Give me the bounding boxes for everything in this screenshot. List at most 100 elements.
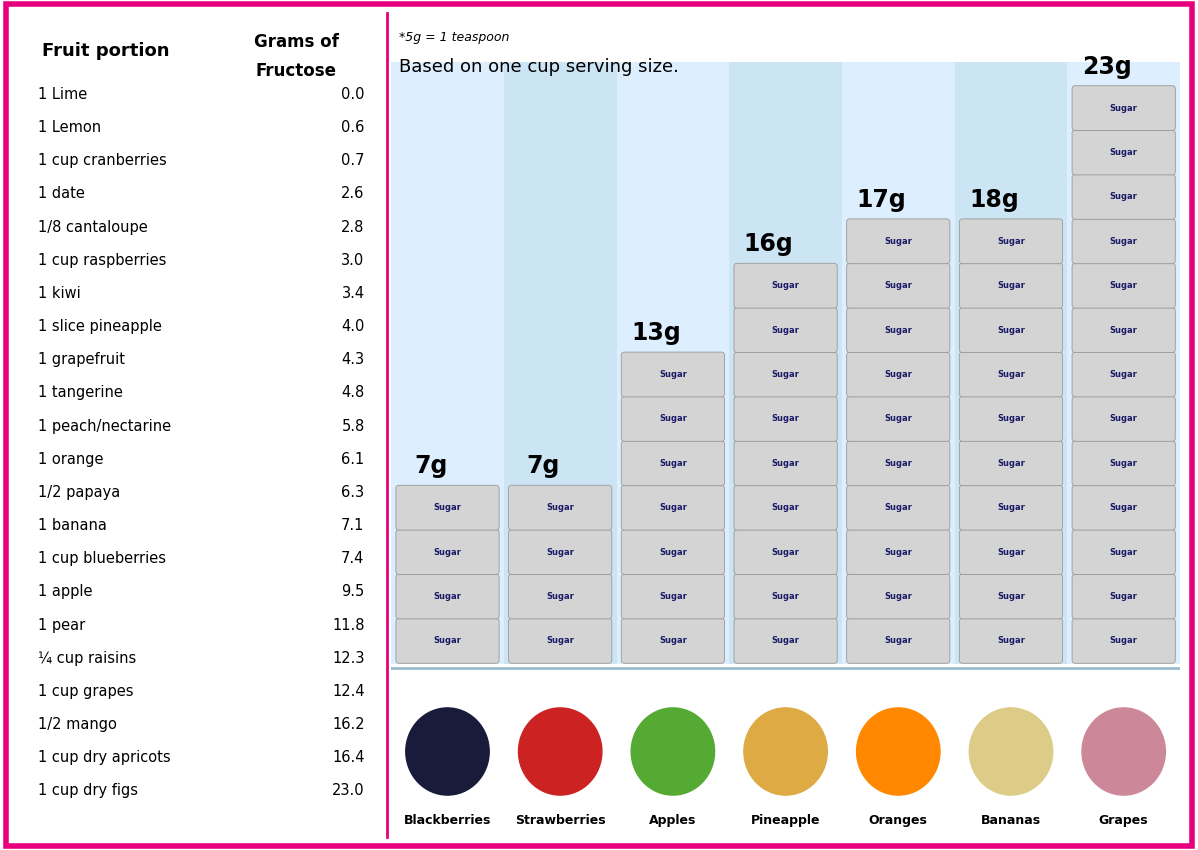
Text: 1 peach/nectarine: 1 peach/nectarine	[38, 419, 171, 434]
FancyBboxPatch shape	[734, 264, 837, 308]
Text: 1 cup cranberries: 1 cup cranberries	[38, 153, 167, 168]
Text: Sugar: Sugar	[997, 637, 1025, 645]
Text: Sugar: Sugar	[997, 592, 1025, 601]
Text: Sugar: Sugar	[884, 415, 912, 423]
Text: Sugar: Sugar	[659, 415, 686, 423]
Text: 1 orange: 1 orange	[38, 452, 104, 467]
FancyBboxPatch shape	[960, 352, 1063, 397]
FancyBboxPatch shape	[622, 574, 725, 619]
Text: Sugar: Sugar	[997, 503, 1025, 513]
FancyBboxPatch shape	[847, 396, 950, 441]
Text: Sugar: Sugar	[659, 592, 686, 601]
FancyBboxPatch shape	[960, 396, 1063, 441]
Text: 1 Lemon: 1 Lemon	[38, 120, 102, 135]
Text: Sugar: Sugar	[659, 637, 686, 645]
FancyBboxPatch shape	[847, 441, 950, 485]
FancyBboxPatch shape	[847, 352, 950, 397]
Text: 2.6: 2.6	[341, 186, 364, 201]
Text: Apples: Apples	[649, 814, 696, 827]
FancyBboxPatch shape	[1072, 352, 1175, 397]
Text: 7g: 7g	[527, 454, 559, 479]
Text: Grapes: Grapes	[1099, 814, 1149, 827]
FancyBboxPatch shape	[395, 530, 500, 575]
Circle shape	[744, 708, 828, 795]
FancyBboxPatch shape	[509, 530, 612, 575]
Text: Sugar: Sugar	[997, 237, 1025, 246]
Text: 6.3: 6.3	[341, 485, 364, 500]
Text: Sugar: Sugar	[434, 547, 461, 557]
Text: Bananas: Bananas	[981, 814, 1041, 827]
Text: 3.4: 3.4	[341, 286, 364, 301]
FancyBboxPatch shape	[395, 619, 500, 663]
Text: Sugar: Sugar	[772, 503, 799, 513]
FancyBboxPatch shape	[734, 352, 837, 397]
Text: Sugar: Sugar	[1109, 503, 1138, 513]
Text: Sugar: Sugar	[884, 503, 912, 513]
Text: Sugar: Sugar	[546, 503, 574, 513]
Text: 1/2 papaya: 1/2 papaya	[38, 485, 121, 500]
Circle shape	[631, 708, 714, 795]
Text: Sugar: Sugar	[546, 547, 574, 557]
Text: Sugar: Sugar	[546, 592, 574, 601]
Text: 1 slice pineapple: 1 slice pineapple	[38, 319, 162, 334]
Text: 7.4: 7.4	[341, 552, 364, 566]
FancyBboxPatch shape	[395, 485, 500, 530]
Text: 1 cup dry figs: 1 cup dry figs	[38, 784, 138, 798]
Text: Sugar: Sugar	[659, 547, 686, 557]
Text: Grams of: Grams of	[254, 33, 339, 51]
Text: 23g: 23g	[1082, 54, 1132, 79]
Circle shape	[406, 708, 489, 795]
FancyBboxPatch shape	[1072, 264, 1175, 308]
Text: Sugar: Sugar	[997, 370, 1025, 379]
FancyBboxPatch shape	[622, 396, 725, 441]
Text: Sugar: Sugar	[1109, 637, 1138, 645]
FancyBboxPatch shape	[1072, 441, 1175, 485]
Text: 1 tangerine: 1 tangerine	[38, 385, 123, 400]
Text: Pineapple: Pineapple	[751, 814, 821, 827]
FancyBboxPatch shape	[847, 219, 950, 264]
FancyBboxPatch shape	[622, 619, 725, 663]
Text: 12.3: 12.3	[332, 651, 364, 666]
FancyBboxPatch shape	[622, 485, 725, 530]
Circle shape	[857, 708, 940, 795]
Text: 23.0: 23.0	[332, 784, 364, 798]
FancyBboxPatch shape	[395, 574, 500, 619]
Text: 1 grapefruit: 1 grapefruit	[38, 352, 126, 367]
Text: Sugar: Sugar	[1109, 104, 1138, 112]
FancyBboxPatch shape	[847, 574, 950, 619]
Text: Sugar: Sugar	[884, 326, 912, 335]
Text: Sugar: Sugar	[434, 637, 461, 645]
Text: 11.8: 11.8	[332, 618, 364, 632]
Text: Sugar: Sugar	[1109, 415, 1138, 423]
Text: 0.6: 0.6	[341, 120, 364, 135]
Text: 4.0: 4.0	[341, 319, 364, 334]
Text: 9.5: 9.5	[341, 585, 364, 599]
Bar	[392, 62, 504, 664]
FancyBboxPatch shape	[960, 574, 1063, 619]
Text: Based on one cup serving size.: Based on one cup serving size.	[399, 58, 679, 76]
Text: Sugar: Sugar	[884, 592, 912, 601]
Text: 1 kiwi: 1 kiwi	[38, 286, 81, 301]
FancyBboxPatch shape	[734, 530, 837, 575]
FancyBboxPatch shape	[734, 441, 837, 485]
Bar	[504, 62, 617, 664]
Text: *5g = 1 teaspoon: *5g = 1 teaspoon	[399, 31, 509, 44]
Text: 1/2 mango: 1/2 mango	[38, 717, 117, 732]
Text: Sugar: Sugar	[1109, 592, 1138, 601]
Bar	[955, 62, 1067, 664]
FancyBboxPatch shape	[960, 264, 1063, 308]
FancyBboxPatch shape	[1072, 308, 1175, 353]
Text: 16g: 16g	[744, 232, 793, 257]
Text: Sugar: Sugar	[884, 547, 912, 557]
Text: 16.4: 16.4	[332, 751, 364, 765]
Text: Sugar: Sugar	[997, 459, 1025, 468]
Text: Sugar: Sugar	[1109, 547, 1138, 557]
Text: Sugar: Sugar	[997, 547, 1025, 557]
FancyBboxPatch shape	[734, 485, 837, 530]
FancyBboxPatch shape	[622, 530, 725, 575]
FancyBboxPatch shape	[734, 396, 837, 441]
Text: 1 cup dry apricots: 1 cup dry apricots	[38, 751, 171, 765]
FancyBboxPatch shape	[1072, 174, 1175, 219]
Text: 0.7: 0.7	[341, 153, 364, 168]
Text: Fructose: Fructose	[256, 62, 337, 80]
